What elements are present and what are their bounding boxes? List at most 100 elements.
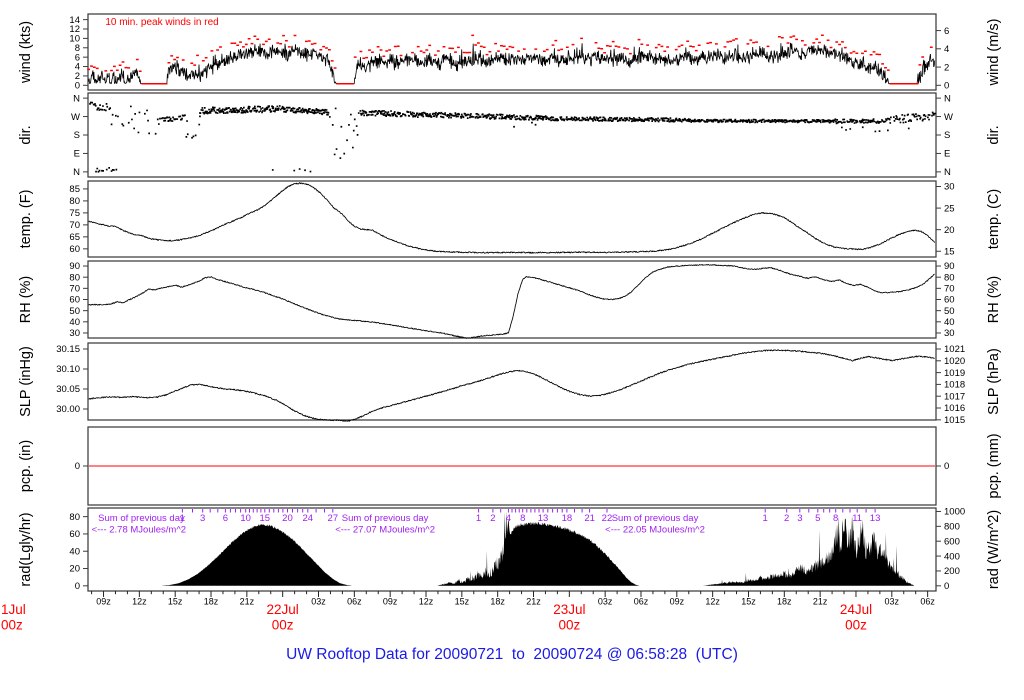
radiation-cumulative-tick-label: 4 xyxy=(506,513,511,524)
radiation-sum-annotation-3-line2: <--- 22.05 MJoules/m^2 xyxy=(605,525,705,536)
radiation-cumulative-tick-label: 15 xyxy=(259,513,270,524)
radiation-cumulative-tick-label: 2 xyxy=(784,513,789,524)
axis-title-left-rad: rad(Lgly/hr) xyxy=(18,512,34,586)
tick-label-left-rh: 60 xyxy=(69,295,80,306)
axis-title-right-rh: RH (%) xyxy=(986,276,1002,324)
tick-label-right-rad: 0 xyxy=(944,581,949,592)
radiation-cumulative-tick-label: 24 xyxy=(302,513,313,524)
solar-radiation-curve-day2 xyxy=(436,511,640,586)
x-tick-label: 12z xyxy=(705,597,720,607)
x-date-label-line2: 00z xyxy=(272,618,294,633)
radiation-cumulative-tick-label: 21 xyxy=(584,513,595,524)
tick-label-right-wind: 4 xyxy=(944,44,949,55)
radiation-cumulative-ruler-day2 xyxy=(478,509,608,513)
tick-label-left-rad: 0 xyxy=(75,581,80,592)
tick-label-left-dir: W xyxy=(71,112,80,123)
radiation-cumulative-ruler-day3 xyxy=(764,509,876,513)
tick-label-left-temp: 60 xyxy=(69,244,80,255)
radiation-cumulative-tick-label: 22 xyxy=(602,513,613,524)
x-date-label-line2: 00z xyxy=(558,618,580,633)
tick-label-left-dir: E xyxy=(74,149,80,160)
axis-title-right-dir: dir. xyxy=(986,125,1002,144)
tick-label-left-slp: 30.05 xyxy=(56,384,80,395)
tick-label-left-rad: 60 xyxy=(69,529,80,540)
tick-label-right-slp: 1019 xyxy=(944,368,965,379)
tick-label-left-rh: 30 xyxy=(69,328,80,339)
solar-radiation-curve-day3 xyxy=(700,515,915,586)
tick-label-right-dir: E xyxy=(944,149,950,160)
tick-label-left-dir: S xyxy=(74,130,80,141)
x-tick-label: 09z xyxy=(670,597,685,607)
x-tick-label: 03z xyxy=(885,597,900,607)
x-date-label-line1: 23Jul xyxy=(553,602,585,617)
solar-radiation-curve-day1 xyxy=(159,523,354,586)
rh-trace xyxy=(88,263,935,339)
radiation-cumulative-tick-label: 1 xyxy=(476,513,481,524)
panel-pcp: 0 0 pcp. (in) pcp. (mm) xyxy=(18,426,1002,506)
tick-label-left-slp: 30.10 xyxy=(56,364,80,375)
x-tick-label: 12z xyxy=(419,597,434,607)
tick-label-left-slp: 30.00 xyxy=(56,404,80,415)
radiation-cumulative-tick-label: 3 xyxy=(797,513,802,524)
x-axis: 09z 12z 15z 18z 21z 03z 06z 09z 12z 15z 18z 21z 03z 0… xyxy=(1,591,935,633)
tick-label-right-temp: 30 xyxy=(944,182,955,193)
x-tick-label: 06z xyxy=(920,597,935,607)
x-date-label-line1: 24Jul xyxy=(840,602,872,617)
x-date-label-line1: 22Jul xyxy=(267,602,299,617)
radiation-sum-annotation-1-line1: Sum of previous day xyxy=(98,513,185,524)
tick-label-left-wind: 14 xyxy=(69,15,80,26)
tick-label-left-rad: 80 xyxy=(69,512,80,523)
wind-peak-marks xyxy=(87,34,933,85)
axis-title-right-pcp: pcp. (mm) xyxy=(986,433,1002,498)
radiation-sum-annotation-1-line2: <--- 2.78 MJoules/m^2 xyxy=(92,525,186,536)
x-tick-label: 18z xyxy=(204,597,219,607)
tick-label-left-rad: 20 xyxy=(69,564,80,575)
tick-label-right-rad: 1000 xyxy=(944,507,965,518)
chart-title: UW Rooftop Data for 20090721 to 20090724… xyxy=(286,646,738,663)
tick-label-left-rh: 50 xyxy=(69,306,80,317)
tick-label-right-temp: 25 xyxy=(944,203,955,214)
radiation-sum-annotation-3-line1: Sum of previous day xyxy=(612,513,699,524)
tick-label-right-wind: 6 xyxy=(944,26,949,37)
tick-label-right-slp: 1021 xyxy=(944,344,965,355)
x-tick-label: 21z xyxy=(813,597,828,607)
tick-label-right-temp: 20 xyxy=(944,225,955,236)
panel-frame-slp xyxy=(87,342,937,421)
wind-note-label: 10 min. peak winds in red xyxy=(105,17,218,28)
axis-title-left-wind: wind (kts) xyxy=(18,21,34,84)
tick-label-right-slp: 1018 xyxy=(944,380,965,391)
x-tick-label: 15z xyxy=(168,597,183,607)
radiation-sum-annotation-2-line2: <--- 27.07 MJoules/m^2 xyxy=(335,525,435,536)
tick-label-right-rad: 400 xyxy=(944,551,960,562)
tick-label-left-wind: 4 xyxy=(75,62,80,73)
radiation-cumulative-tick-label: 8 xyxy=(833,513,838,524)
x-tick-label: 15z xyxy=(741,597,756,607)
x-date-label-clipped-line1: 1Jul xyxy=(1,602,26,617)
tick-label-right-rh: 40 xyxy=(944,317,955,328)
x-tick-label: 03z xyxy=(598,597,613,607)
x-tick-label: 15z xyxy=(455,597,470,607)
tick-label-right-rad: 800 xyxy=(944,522,960,533)
radiation-sum-annotation-2-line1: Sum of previous day xyxy=(342,513,429,524)
tick-label-left-wind: 6 xyxy=(75,52,80,63)
x-tick-label: 09z xyxy=(383,597,398,607)
axis-title-right-wind: wind (m/s) xyxy=(986,19,1002,87)
axis-title-left-pcp: pcp. (in) xyxy=(18,440,34,492)
radiation-cumulative-tick-label: 1 xyxy=(180,513,185,524)
tick-label-right-dir: N xyxy=(944,93,951,104)
temp-trace xyxy=(88,182,935,254)
tick-label-right-rad: 600 xyxy=(944,536,960,547)
axis-title-left-slp: SLP (inHg) xyxy=(18,346,34,417)
x-tick-label: 03z xyxy=(311,597,326,607)
tick-label-left-rad: 40 xyxy=(69,546,80,557)
tick-label-right-wind: 2 xyxy=(944,62,949,73)
radiation-cumulative-tick-label: 13 xyxy=(870,513,881,524)
tick-label-left-rh: 90 xyxy=(69,261,80,272)
tick-label-left-temp: 70 xyxy=(69,220,80,231)
radiation-cumulative-ruler-day1 xyxy=(181,509,334,513)
